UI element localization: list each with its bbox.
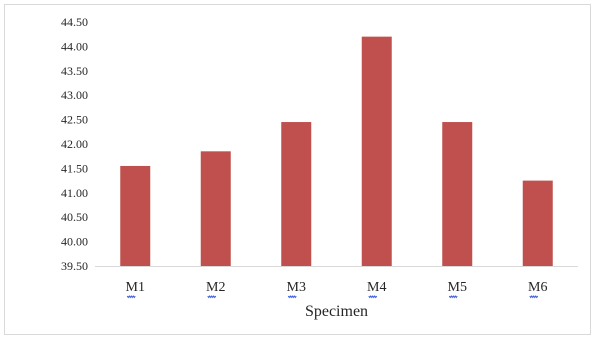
spellcheck-underline — [448, 295, 458, 299]
spellcheck-underline — [529, 295, 539, 299]
bars — [120, 36, 553, 266]
y-tick-label: 42.50 — [61, 113, 88, 127]
y-tick-label: 41.50 — [61, 161, 88, 175]
x-tick-label-m2: M2 — [206, 280, 225, 295]
spellcheck-underline — [287, 295, 297, 299]
y-tick-label: 42.00 — [61, 137, 88, 151]
y-tick-label: 44.50 — [61, 15, 88, 29]
x-tick-label-m3: M3 — [287, 280, 306, 295]
y-axis-ticks: 39.50 40.00 40.50 41.00 41.50 42.00 42.50 43.00… — [61, 15, 88, 273]
bar-m2 — [200, 151, 231, 266]
bar-m3 — [281, 122, 312, 266]
y-tick-label: 40.00 — [61, 235, 88, 249]
x-tick-label-m5: M5 — [448, 280, 467, 295]
y-tick-label: 44.00 — [61, 39, 88, 53]
x-axis-categories: M1 M2 M3 M4 M5 M6 — [126, 280, 547, 299]
y-tick-label: 43.00 — [61, 88, 88, 102]
spellcheck-underline — [126, 295, 136, 299]
x-tick-label-m6: M6 — [528, 280, 547, 295]
x-tick-label-m1: M1 — [126, 280, 145, 295]
bar-m6 — [522, 180, 553, 266]
y-tick-label: 43.50 — [61, 64, 88, 78]
x-tick-label-m4: M4 — [367, 280, 386, 295]
bar-m4 — [361, 36, 392, 266]
spellcheck-underline — [207, 295, 217, 299]
y-tick-label: 41.00 — [61, 186, 88, 200]
bar-m5 — [442, 122, 473, 266]
x-axis-label: Specimen — [305, 303, 368, 320]
y-tick-label: 39.50 — [61, 259, 88, 273]
bar-m1 — [120, 165, 151, 266]
y-tick-label: 40.50 — [61, 210, 88, 224]
spellcheck-underline — [368, 295, 378, 299]
